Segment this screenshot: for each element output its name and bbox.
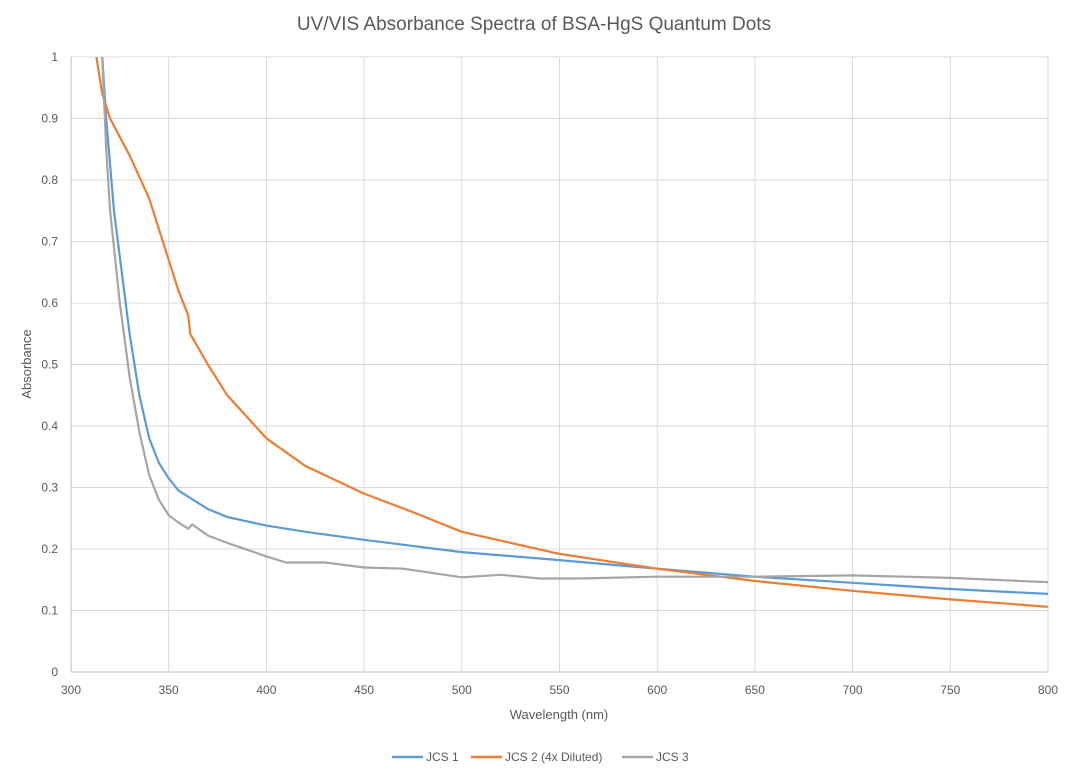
chart-title: UV/VIS Absorbance Spectra of BSA-HgS Qua… [297, 14, 771, 35]
series-line-3 [101, 57, 1048, 584]
y-tick-label: 0.9 [41, 112, 58, 126]
x-tick-label: 650 [745, 683, 765, 697]
x-axis-label: Wavelength (nm) [510, 707, 609, 722]
y-tick-label: 0.8 [41, 173, 58, 187]
y-axis-label: Absorbance [19, 329, 34, 398]
x-tick-label: 550 [549, 683, 569, 697]
y-tick-label: 0.1 [41, 604, 58, 618]
x-tick-label: 800 [1038, 683, 1058, 697]
x-tick-label: 700 [843, 683, 863, 697]
x-tick-label: 600 [647, 683, 667, 697]
y-tick-label: 0.3 [41, 481, 58, 495]
series-line-1 [101, 57, 1048, 595]
gridlines [70, 56, 1049, 673]
x-tick-label: 300 [61, 683, 81, 697]
y-tick-label: 0.7 [41, 235, 58, 249]
legend: JCS 1 JCS 2 (4x Diluted) JCS 3 [392, 750, 689, 764]
x-tick-label: 400 [256, 683, 276, 697]
x-tick-label: 450 [354, 683, 374, 697]
y-tick-label: 0 [51, 665, 58, 679]
x-tick-label: 350 [159, 683, 179, 697]
legend-label-3: JCS 3 [656, 750, 689, 764]
y-tick-label: 1 [51, 50, 58, 64]
y-tick-label: 0.5 [41, 358, 58, 372]
legend-label-2: JCS 2 (4x Diluted) [505, 750, 602, 764]
x-tick-label: 750 [940, 683, 960, 697]
legend-label-1: JCS 1 [426, 750, 459, 764]
y-tick-label: 0.6 [41, 296, 58, 310]
series-lines [95, 57, 1048, 608]
y-tick-label: 0.2 [41, 542, 58, 556]
y-tick-labels: 0 0.1 0.2 0.3 0.4 0.5 0.6 0.7 0.8 0.9 1 [41, 50, 58, 679]
x-tick-labels: 300 350 400 450 500 550 600 650 700 750 800 [61, 683, 1058, 697]
x-tick-label: 500 [452, 683, 472, 697]
series-line-2 [95, 57, 1048, 608]
y-tick-label: 0.4 [41, 419, 58, 433]
